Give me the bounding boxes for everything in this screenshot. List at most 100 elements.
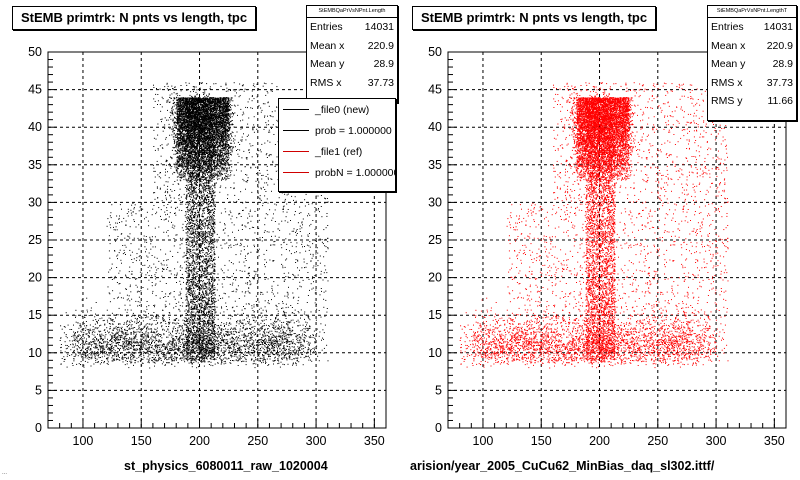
scatter-point (125, 338, 127, 340)
scatter-point (320, 288, 322, 289)
scatter-point (210, 229, 211, 231)
scatter-point (204, 163, 206, 165)
scatter-point (257, 345, 259, 347)
scatter-point (183, 149, 185, 151)
scatter-point (74, 332, 76, 334)
scatter-point (181, 131, 183, 133)
scatter-point (147, 347, 149, 349)
scatter-point (141, 345, 143, 347)
scatter-point (243, 249, 245, 251)
scatter-point (210, 168, 212, 170)
scatter-point (210, 155, 212, 157)
scatter-point (191, 174, 193, 176)
scatter-point (172, 322, 174, 324)
scatter-point (163, 315, 165, 317)
scatter-point (293, 313, 295, 314)
scatter-point (194, 334, 196, 335)
scatter-point (216, 346, 218, 348)
scatter-point (186, 261, 188, 263)
scatter-point (241, 270, 243, 272)
scatter-point (86, 338, 87, 340)
scatter-point (315, 354, 316, 355)
scatter-point (308, 336, 310, 338)
scatter-point (178, 144, 180, 146)
scatter-point (126, 294, 128, 296)
scatter-point (210, 131, 212, 132)
scatter-point (190, 149, 192, 151)
scatter-point (193, 329, 195, 331)
scatter-point (268, 325, 270, 326)
scatter-point (194, 316, 196, 318)
scatter-point (153, 331, 155, 333)
scatter-point (187, 135, 189, 137)
scatter-point (203, 163, 204, 165)
scatter-point (150, 248, 152, 250)
scatter-point (307, 215, 308, 217)
scatter-point (200, 275, 202, 276)
scatter-point (213, 151, 214, 153)
scatter-point (208, 287, 210, 289)
scatter-point (189, 244, 191, 246)
scatter-point (213, 179, 215, 180)
scatter-point (100, 341, 102, 343)
scatter-point (188, 303, 190, 305)
scatter-point (231, 151, 233, 153)
scatter-point (190, 114, 192, 116)
scatter-point (192, 226, 194, 228)
scatter-point (252, 363, 254, 365)
scatter-point (202, 224, 204, 226)
scatter-point (124, 252, 126, 254)
scatter-point (164, 347, 166, 349)
scatter-point (205, 150, 207, 152)
scatter-point (311, 278, 313, 280)
scatter-point (228, 178, 230, 179)
scatter-point (228, 351, 230, 353)
scatter-point (225, 90, 227, 92)
scatter-point (207, 340, 209, 342)
scatter-point (139, 255, 141, 256)
scatter-point (142, 337, 144, 339)
scatter-point (200, 276, 202, 277)
scatter-point (155, 329, 157, 331)
scatter-point (214, 346, 216, 348)
scatter-point (222, 105, 224, 107)
scatter-point (308, 278, 310, 280)
scatter-point (191, 333, 193, 335)
scatter-point (78, 327, 80, 329)
scatter-point (297, 259, 299, 261)
scatter-point (298, 334, 300, 336)
scatter-point (99, 352, 101, 354)
scatter-point (211, 217, 212, 219)
scatter-point (285, 276, 287, 278)
scatter-point (121, 326, 123, 328)
scatter-point (202, 324, 204, 326)
scatter-point (212, 169, 214, 171)
scatter-point (221, 114, 223, 116)
scatter-point (291, 350, 293, 352)
scatter-point (216, 182, 217, 184)
scatter-point (190, 287, 192, 289)
scatter-point (178, 160, 180, 162)
scatter-point (180, 117, 182, 119)
scatter-point (304, 339, 305, 341)
scatter-point (305, 266, 307, 268)
scatter-point (112, 358, 114, 360)
scatter-point (182, 150, 184, 152)
scatter-point (185, 133, 187, 135)
scatter-point (208, 236, 210, 238)
scatter-point (179, 340, 181, 342)
scatter-point (193, 342, 195, 343)
scatter-point (191, 366, 193, 368)
scatter-point (207, 231, 209, 233)
scatter-point (237, 313, 239, 315)
scatter-point (127, 235, 129, 237)
scatter-point (282, 350, 284, 352)
scatter-point (211, 258, 212, 259)
scatter-point (208, 163, 210, 165)
scatter-point (208, 245, 210, 247)
scatter-point (184, 115, 186, 117)
scatter-point (191, 347, 193, 349)
scatter-point (198, 321, 200, 323)
scatter-point (201, 146, 203, 148)
scatter-point (193, 181, 195, 183)
